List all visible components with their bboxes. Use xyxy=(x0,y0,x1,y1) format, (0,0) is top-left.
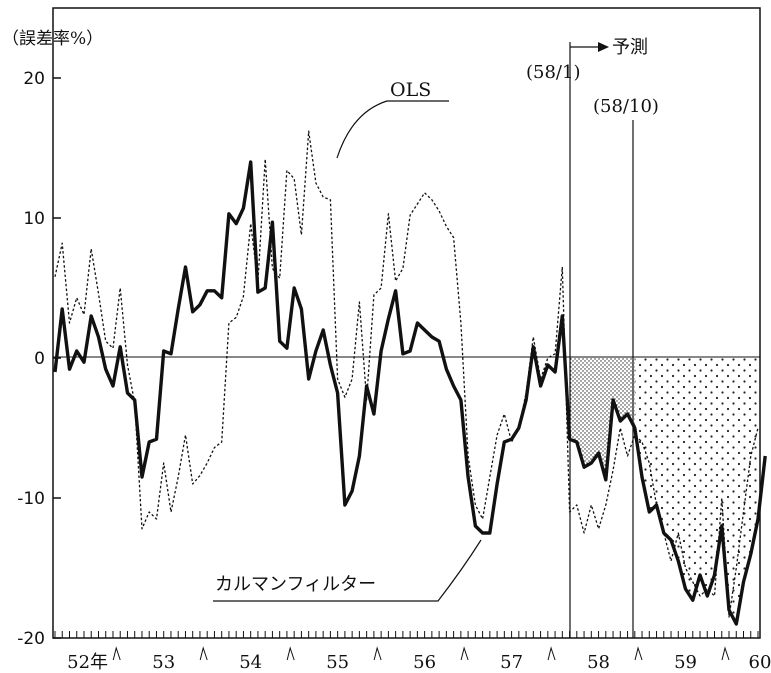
x-year-label: 53 xyxy=(152,652,175,673)
annotations: （誤差率%） OLS カルマンフィルター xyxy=(2,29,482,602)
forecast-arrowhead xyxy=(598,42,609,52)
forecast-label: 予測 xyxy=(612,37,648,58)
x-year-label: 54 xyxy=(239,652,262,673)
year-boundary-mark xyxy=(373,646,382,661)
kalman-series-line xyxy=(53,160,767,626)
y-tick-label: 10 xyxy=(23,209,45,229)
y-tick-label: 20 xyxy=(23,69,45,89)
y-axis: 20 10 0 -10 -20 xyxy=(17,69,61,649)
x-axis-year-labels: 52年 53 54 55 56 57 58 59 60 xyxy=(67,646,771,673)
year-boundary-mark xyxy=(112,646,121,661)
marker-label-58-10: (58/10) xyxy=(593,96,659,117)
series-group xyxy=(53,130,767,626)
forecast-shading xyxy=(569,358,758,624)
x-year-label: 52年 xyxy=(67,652,108,673)
x-year-label: 60 xyxy=(749,652,771,673)
y-tick-label: -10 xyxy=(17,489,45,509)
kalman-label: カルマンフィルター xyxy=(215,574,376,595)
year-boundary-mark xyxy=(199,646,208,661)
forecast-error-area-2 xyxy=(634,358,758,624)
forecast-error-area-1 xyxy=(569,358,635,480)
x-year-label: 59 xyxy=(674,652,697,673)
y-tick-label: -20 xyxy=(17,629,45,649)
year-boundary-mark xyxy=(721,646,730,661)
x-year-label: 55 xyxy=(326,652,349,673)
y-tick-label: 0 xyxy=(34,349,45,369)
x-year-label: 57 xyxy=(500,652,523,673)
ols-leader-line xyxy=(336,100,449,159)
x-year-label: 58 xyxy=(587,652,610,673)
x-axis-month-ticks xyxy=(54,631,759,638)
ols-series-line xyxy=(54,130,759,618)
plot-frame xyxy=(52,7,761,639)
x-year-label: 56 xyxy=(413,652,436,673)
marker-label-58-1: (58/1) xyxy=(526,62,580,83)
year-boundary-mark xyxy=(634,646,643,661)
ols-label: OLS xyxy=(390,79,431,101)
kalman-leader-line xyxy=(213,539,482,602)
y-unit-label: （誤差率%） xyxy=(2,29,103,49)
forecast-markers: 予測 (58/1) (58/10) xyxy=(526,37,659,638)
year-boundary-mark xyxy=(286,646,295,661)
year-boundary-mark xyxy=(460,646,469,661)
year-boundary-mark xyxy=(547,646,556,661)
